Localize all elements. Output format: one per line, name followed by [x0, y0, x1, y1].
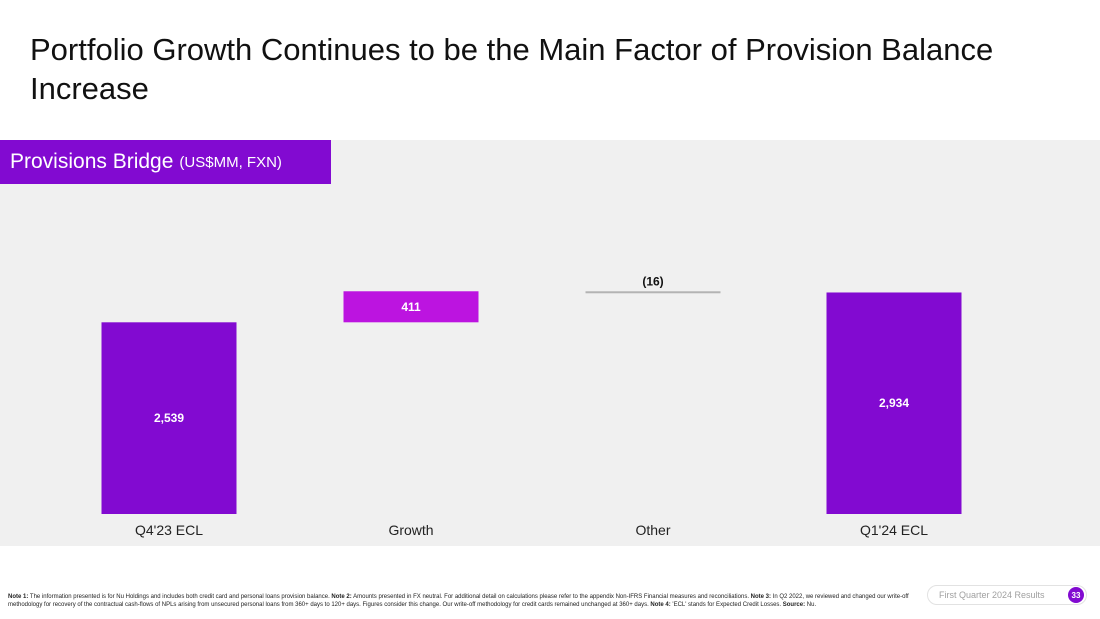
data-label-3: 2,934: [879, 396, 909, 410]
footnote-label: Note 1:: [8, 594, 29, 600]
footnote-label: Note 4:: [650, 602, 671, 608]
category-label-1: Growth: [388, 522, 433, 538]
page-number: 33: [1068, 587, 1084, 603]
footnote-text: 'ECL' stands for Expected Credit Losses.: [670, 602, 783, 608]
bar-1: [343, 291, 479, 323]
bar-0: [101, 322, 237, 514]
data-label-1: 411: [401, 300, 421, 314]
category-label-3: Q1'24 ECL: [860, 522, 928, 538]
slide-title: Portfolio Growth Continues to be the Mai…: [30, 32, 994, 106]
bar-3: [826, 292, 962, 514]
chart-panel: 2,539 Q4'23 ECL 411 Growth (16) Other 2,934 Q1'…: [0, 140, 1100, 546]
footnote-label: Note 2:: [331, 594, 352, 600]
data-label-0: 2,539: [154, 411, 184, 425]
category-label-2: Other: [635, 522, 670, 538]
data-label-2: (16): [642, 274, 663, 288]
footnotes: Note 1: The information presented is for…: [8, 593, 926, 609]
footer-label: First Quarter 2024 Results: [939, 590, 1045, 600]
footnote-text: The information presented is for Nu Hold…: [28, 594, 332, 600]
bar-2: [585, 291, 721, 294]
panel-heading-units: (US$MM, FXN): [179, 153, 282, 171]
footer-badge: First Quarter 2024 Results 33: [927, 585, 1087, 605]
waterfall-chart: 2,539 Q4'23 ECL 411 Growth (16) Other 2,934 Q1'…: [101, 274, 962, 538]
category-label-0: Q4'23 ECL: [135, 522, 203, 538]
footnote-text: In Q2 2022, we reviewed and changed our …: [8, 594, 909, 608]
footnote-text: Nu.: [805, 602, 817, 608]
panel-heading: Provisions Bridge: [10, 150, 174, 173]
footnote-label: Note 3:: [750, 594, 771, 600]
footnote-label: Source:: [782, 602, 806, 608]
footnote-text: Amounts presented in FX neutral. For add…: [351, 594, 751, 600]
panel-header: Provisions Bridge (US$MM, FXN): [0, 140, 331, 184]
